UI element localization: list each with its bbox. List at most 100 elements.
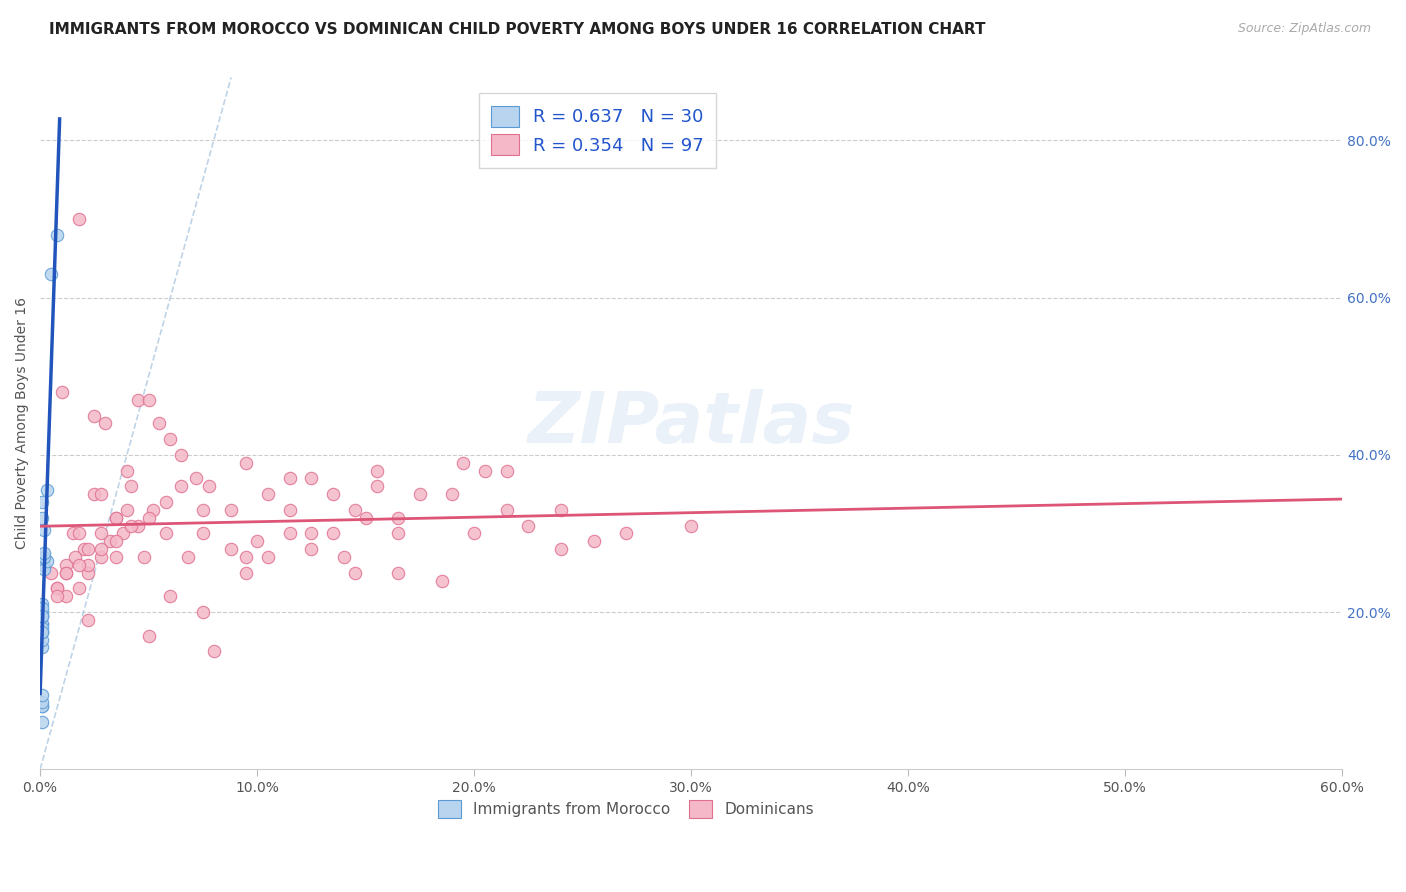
- Point: [31, 696, 53, 710]
- Point: [219, 503, 242, 517]
- Point: [55, 566, 77, 580]
- Point: [105, 549, 128, 564]
- Point: [155, 526, 177, 541]
- Point: [257, 487, 280, 501]
- Point: [105, 510, 128, 524]
- Point: [31, 688, 53, 702]
- Point: [31, 597, 53, 611]
- Point: [299, 471, 322, 485]
- Point: [34, 549, 56, 564]
- Point: [299, 526, 322, 541]
- Text: Source: ZipAtlas.com: Source: ZipAtlas.com: [1237, 22, 1371, 36]
- Point: [170, 479, 193, 493]
- Point: [31, 624, 53, 639]
- Point: [278, 526, 301, 541]
- Point: [614, 526, 637, 541]
- Point: [35, 483, 58, 498]
- Point: [46, 590, 69, 604]
- Point: [34, 558, 56, 572]
- Point: [34, 546, 56, 560]
- Point: [366, 464, 388, 478]
- Point: [343, 566, 366, 580]
- Point: [31, 699, 53, 714]
- Point: [278, 503, 301, 517]
- Point: [31, 624, 53, 639]
- Point: [409, 487, 432, 501]
- Point: [67, 211, 90, 226]
- Point: [31, 699, 53, 714]
- Point: [31, 632, 53, 647]
- Point: [46, 582, 69, 596]
- Point: [681, 518, 703, 533]
- Point: [76, 566, 98, 580]
- Point: [31, 609, 53, 624]
- Point: [134, 549, 156, 564]
- Point: [191, 503, 214, 517]
- Point: [63, 549, 86, 564]
- Point: [155, 495, 177, 509]
- Point: [120, 518, 142, 533]
- Point: [191, 605, 214, 619]
- Point: [55, 558, 77, 572]
- Point: [67, 582, 90, 596]
- Point: [387, 510, 409, 524]
- Point: [474, 464, 496, 478]
- Point: [453, 456, 475, 470]
- Point: [94, 417, 117, 431]
- Point: [72, 542, 94, 557]
- Point: [441, 487, 464, 501]
- Point: [142, 503, 165, 517]
- Point: [235, 549, 257, 564]
- Point: [34, 562, 56, 576]
- Point: [46, 227, 69, 242]
- Point: [90, 542, 112, 557]
- Point: [430, 574, 453, 588]
- Point: [333, 549, 356, 564]
- Point: [111, 526, 134, 541]
- Point: [55, 566, 77, 580]
- Point: [76, 613, 98, 627]
- Point: [235, 566, 257, 580]
- Point: [51, 384, 73, 399]
- Point: [90, 487, 112, 501]
- Point: [246, 534, 269, 549]
- Point: [582, 534, 605, 549]
- Point: [31, 624, 53, 639]
- Point: [138, 510, 160, 524]
- Point: [170, 448, 193, 462]
- Point: [105, 534, 128, 549]
- Legend: Immigrants from Morocco, Dominicans: Immigrants from Morocco, Dominicans: [432, 794, 820, 824]
- Point: [198, 479, 221, 493]
- Point: [115, 464, 138, 478]
- Point: [322, 526, 344, 541]
- Point: [46, 582, 69, 596]
- Point: [31, 605, 53, 619]
- Text: ZIPatlas: ZIPatlas: [527, 389, 855, 458]
- Point: [39, 566, 62, 580]
- Point: [83, 409, 105, 423]
- Point: [299, 542, 322, 557]
- Point: [62, 526, 84, 541]
- Point: [159, 432, 181, 446]
- Point: [257, 549, 280, 564]
- Point: [550, 542, 572, 557]
- Point: [39, 267, 62, 281]
- Point: [31, 510, 53, 524]
- Point: [31, 601, 53, 615]
- Point: [31, 715, 53, 730]
- Point: [31, 495, 53, 509]
- Point: [550, 503, 572, 517]
- Point: [387, 526, 409, 541]
- Point: [138, 392, 160, 407]
- Y-axis label: Child Poverty Among Boys Under 16: Child Poverty Among Boys Under 16: [15, 297, 30, 549]
- Point: [387, 566, 409, 580]
- Point: [31, 609, 53, 624]
- Point: [495, 464, 517, 478]
- Point: [354, 510, 377, 524]
- Point: [159, 590, 181, 604]
- Point: [31, 621, 53, 635]
- Point: [202, 644, 225, 658]
- Point: [76, 542, 98, 557]
- Point: [120, 479, 142, 493]
- Text: IMMIGRANTS FROM MOROCCO VS DOMINICAN CHILD POVERTY AMONG BOYS UNDER 16 CORRELATI: IMMIGRANTS FROM MOROCCO VS DOMINICAN CHI…: [49, 22, 986, 37]
